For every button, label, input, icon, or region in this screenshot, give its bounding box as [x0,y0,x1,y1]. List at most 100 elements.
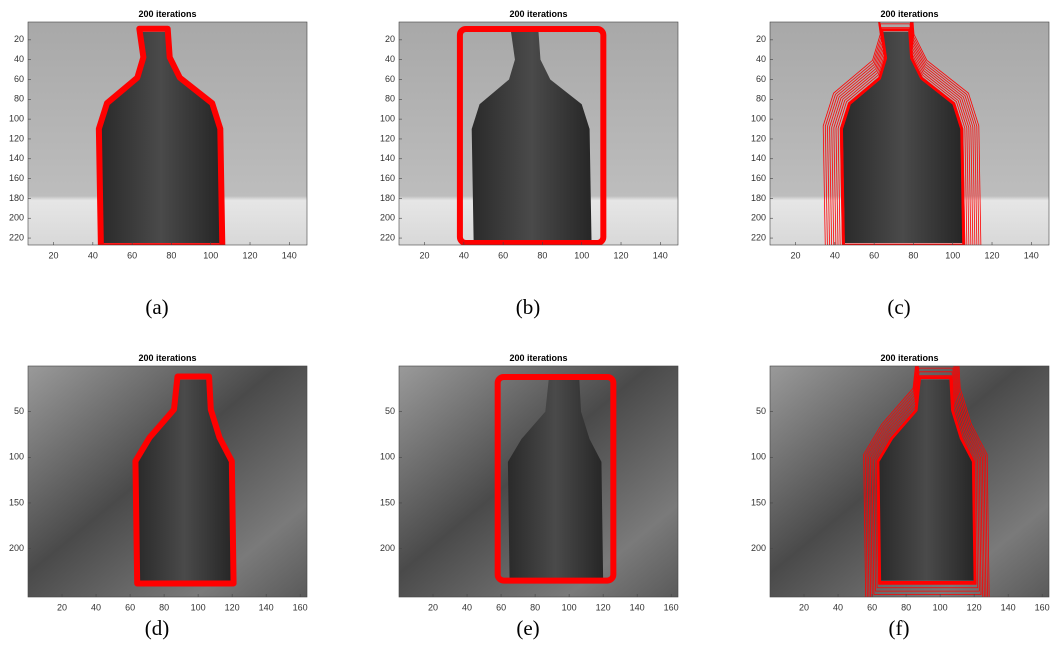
y-tick-label: 40 [385,54,395,64]
y-tick-label: 20 [756,34,766,44]
y-tick-label: 60 [14,74,24,84]
x-tick-label: 160 [293,602,308,612]
y-tick-label: 60 [756,74,766,84]
y-tick-label: 180 [751,193,766,203]
panel-caption: (b) [516,295,541,319]
y-tick-label: 120 [751,133,766,143]
y-tick-label: 160 [9,173,24,183]
y-tick-label: 100 [380,114,395,124]
x-tick-label: 80 [537,250,547,260]
x-tick-label: 120 [225,602,240,612]
image [28,22,307,246]
y-tick-label: 150 [751,497,766,507]
y-tick-label: 200 [9,213,24,223]
y-tick-label: 40 [14,54,24,64]
x-tick-label: 60 [869,250,879,260]
x-tick-label: 160 [664,602,679,612]
x-tick-label: 80 [901,602,911,612]
x-tick-label: 140 [259,602,274,612]
y-tick-label: 20 [385,34,395,44]
x-tick-label: 100 [191,602,206,612]
y-tick-label: 140 [380,153,395,163]
x-tick-label: 140 [282,250,297,260]
y-tick-label: 20 [14,34,24,44]
x-tick-label: 140 [653,250,668,260]
x-tick-label: 100 [562,602,577,612]
panel-title: 200 iterations [509,353,567,363]
y-tick-label: 220 [751,232,766,242]
x-tick-label: 60 [867,602,877,612]
y-tick-label: 100 [9,114,24,124]
y-tick-label: 50 [385,406,395,416]
y-tick-label: 80 [756,94,766,104]
panel-caption: (f) [889,616,910,640]
x-tick-label: 100 [945,250,960,260]
x-tick-label: 40 [88,250,98,260]
x-tick-label: 20 [428,602,438,612]
x-tick-label: 80 [530,602,540,612]
y-tick-label: 180 [380,193,395,203]
x-tick-label: 20 [57,602,67,612]
x-tick-label: 60 [496,602,506,612]
x-tick-label: 120 [243,250,258,260]
x-tick-label: 140 [1024,250,1039,260]
y-tick-label: 80 [385,94,395,104]
x-tick-label: 120 [614,250,629,260]
x-tick-label: 80 [166,250,176,260]
y-tick-label: 100 [751,452,766,462]
y-tick-label: 60 [385,74,395,84]
x-tick-label: 40 [833,602,843,612]
y-tick-label: 200 [380,543,395,553]
x-tick-label: 60 [498,250,508,260]
image [399,22,678,245]
panel-title: 200 iterations [509,9,567,19]
figure: 20 40 60 80 100 120 140 20 40 60 80 100 120 140 160 180… [0,0,1054,668]
x-tick-label: 40 [459,250,469,260]
x-tick-label: 60 [125,602,135,612]
x-tick-label: 80 [159,602,169,612]
y-tick-label: 200 [9,543,24,553]
x-tick-label: 60 [127,250,137,260]
x-tick-label: 120 [596,602,611,612]
x-tick-label: 100 [933,602,948,612]
x-tick-label: 20 [420,250,430,260]
panel-caption: (e) [516,616,539,640]
x-tick-label: 40 [830,250,840,260]
x-tick-label: 120 [985,250,1000,260]
y-tick-label: 140 [751,153,766,163]
panel-caption: (a) [145,295,168,319]
x-tick-label: 40 [462,602,472,612]
x-tick-label: 100 [203,250,218,260]
y-tick-label: 50 [756,406,766,416]
panel-title: 200 iterations [880,9,938,19]
image [399,366,678,597]
x-tick-label: 80 [908,250,918,260]
y-tick-label: 150 [380,497,395,507]
x-tick-label: 20 [799,602,809,612]
y-tick-label: 120 [380,133,395,143]
x-tick-label: 40 [91,602,101,612]
y-tick-label: 200 [751,543,766,553]
y-tick-label: 40 [756,54,766,64]
image [770,346,1049,611]
panel-title: 200 iterations [880,353,938,363]
image [28,366,307,597]
panel-title: 200 iterations [138,9,196,19]
x-tick-label: 140 [630,602,645,612]
x-tick-label: 120 [967,602,982,612]
y-tick-label: 200 [380,213,395,223]
y-tick-label: 160 [751,173,766,183]
y-tick-label: 160 [380,173,395,183]
x-tick-label: 140 [1001,602,1016,612]
y-tick-label: 220 [9,232,24,242]
panel-caption: (c) [887,295,910,319]
y-tick-label: 100 [751,114,766,124]
y-tick-label: 150 [9,497,24,507]
image [770,0,1049,276]
y-tick-label: 200 [751,213,766,223]
y-tick-label: 50 [14,406,24,416]
y-tick-label: 220 [380,232,395,242]
y-tick-label: 140 [9,153,24,163]
y-tick-label: 100 [380,452,395,462]
x-tick-label: 100 [574,250,589,260]
